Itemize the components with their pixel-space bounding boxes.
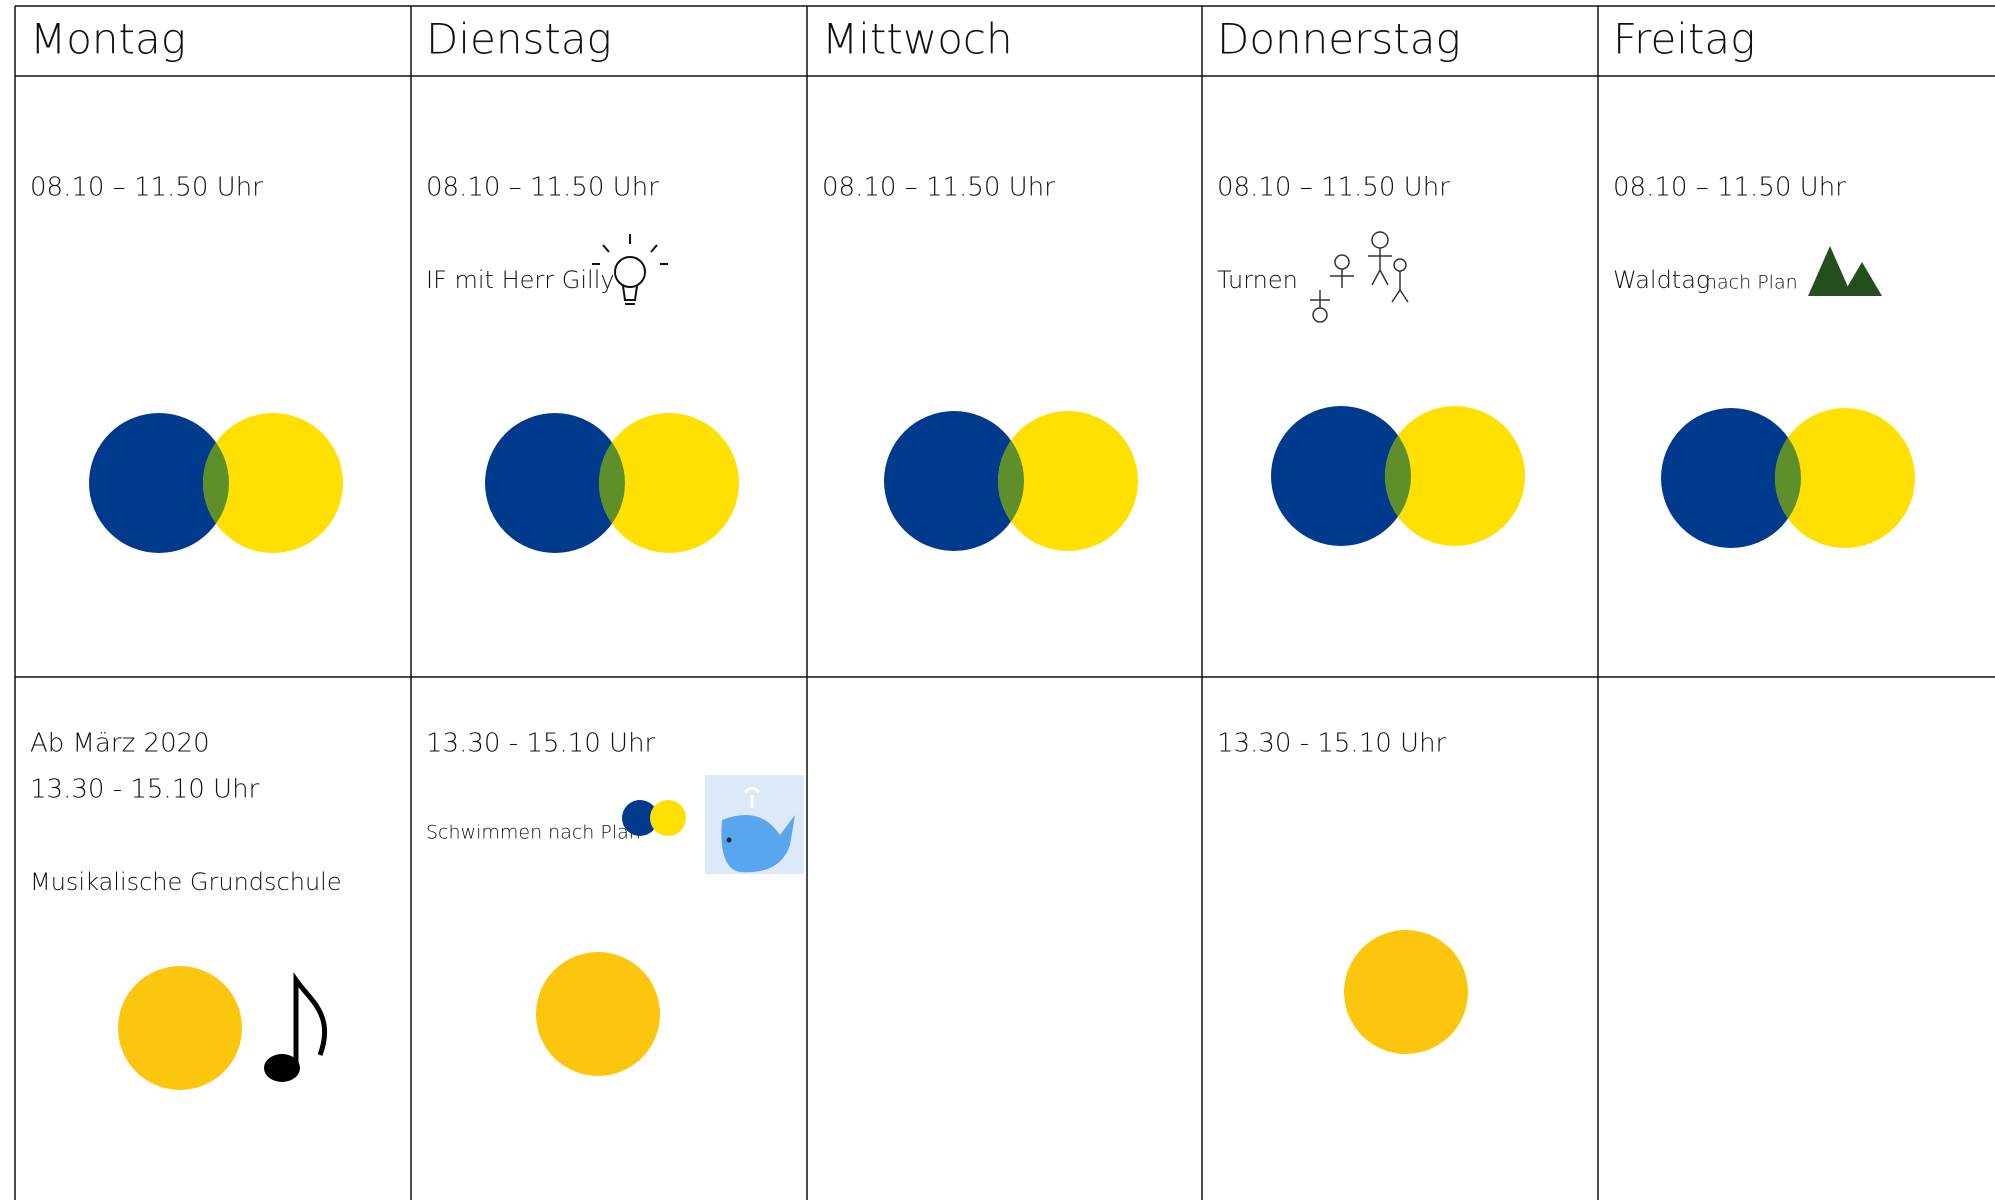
music-note-icon (264, 972, 328, 1082)
activity: Musikalische Grundschule (30, 868, 342, 896)
time: 08.10 – 11.50 Uhr (426, 173, 659, 203)
venn-logo (89, 413, 343, 553)
sun-blob (536, 952, 660, 1076)
venn-logo (884, 411, 1138, 551)
activity: Schwimmen nach Plan (426, 822, 641, 844)
venn-logo (1661, 408, 1915, 548)
children-icon (1310, 231, 1409, 323)
activity: Turnen (1217, 266, 1298, 294)
time: 08.10 – 11.50 Uhr (822, 173, 1055, 203)
lightbulb-icon (592, 234, 668, 305)
sun-blob (1344, 930, 1468, 1054)
time: 08.10 – 11.50 Uhr (1613, 173, 1846, 203)
time: 13.30 - 15.10 Uhr (1217, 729, 1447, 759)
day-header: Donnerstag (1217, 15, 1461, 64)
day-header: Freitag (1613, 15, 1755, 64)
time: 13.30 - 15.10 Uhr (426, 729, 656, 759)
activity: IF mit Herr Gilly (426, 266, 615, 294)
day-header: Montag (30, 15, 186, 64)
day-header: Dienstag (426, 15, 612, 64)
venn-logo (1271, 406, 1525, 546)
time: 13.30 - 15.10 Uhr (30, 775, 260, 805)
venn-logo (485, 413, 739, 553)
activity: Waldtag (1613, 266, 1710, 294)
trees-icon (1808, 246, 1882, 296)
date: Ab März 2020 (30, 729, 210, 759)
activity-note: nach Plan (1705, 272, 1798, 294)
mini-venn (622, 800, 686, 836)
whale-icon (705, 775, 804, 874)
table-grid (14, 5, 1995, 1200)
sun-blob (118, 966, 242, 1090)
day-header: Mittwoch (822, 15, 1013, 64)
time: 08.10 – 11.50 Uhr (1217, 173, 1450, 203)
time: 08.10 – 11.50 Uhr (30, 173, 263, 203)
